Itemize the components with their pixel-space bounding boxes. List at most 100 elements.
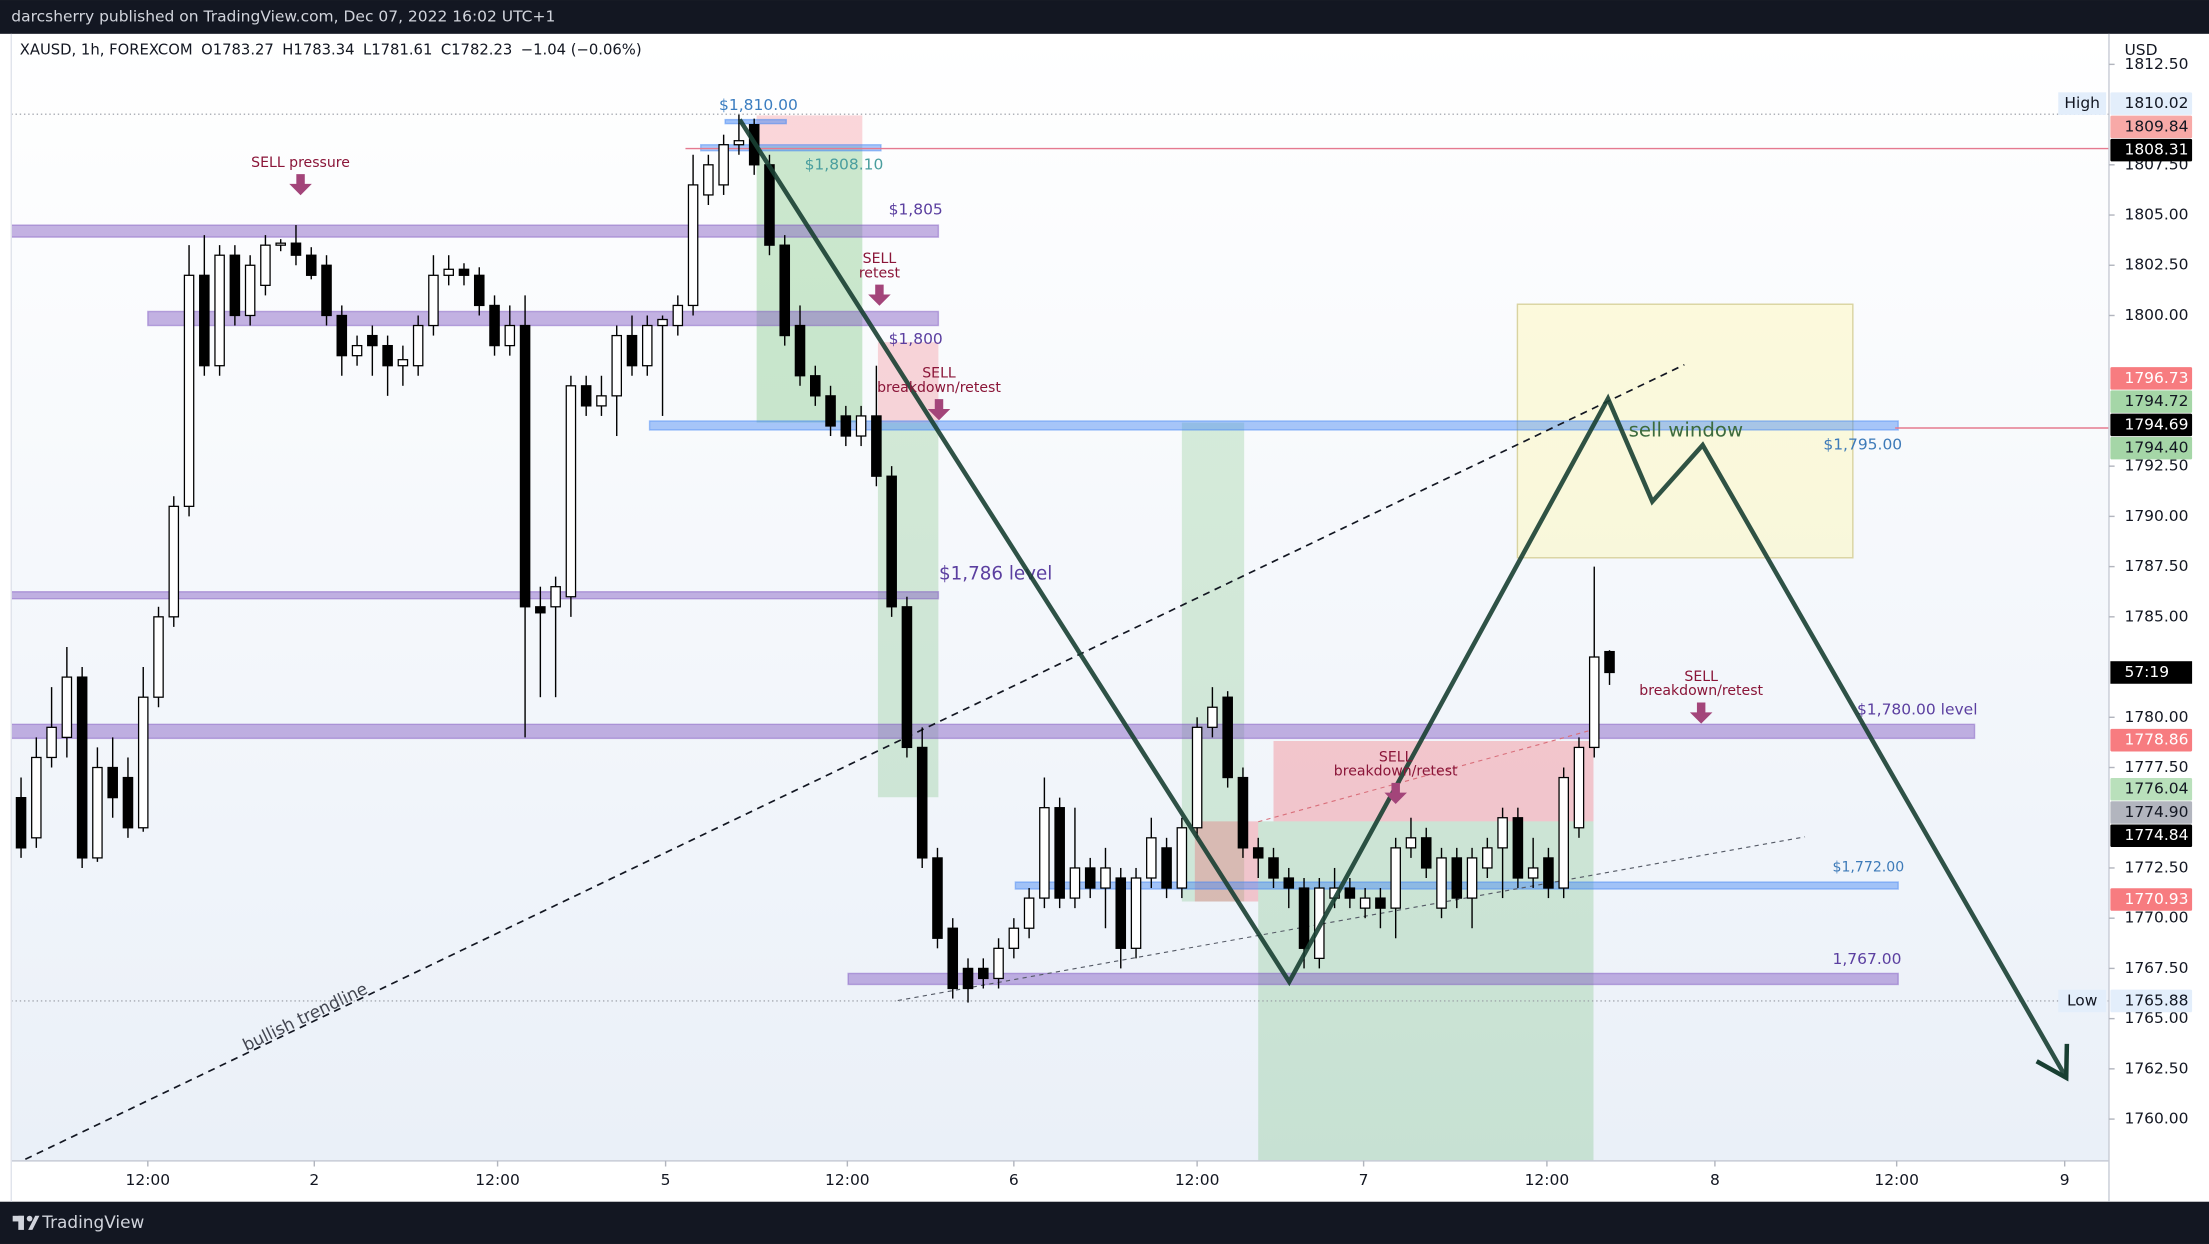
candle-body (153, 616, 164, 698)
candle-body (1252, 847, 1264, 859)
candle-body (550, 586, 561, 608)
candle-body (397, 359, 409, 367)
y-tick-label: 1777.50 (2124, 758, 2188, 776)
y-tick-label: 1792.50 (2124, 457, 2188, 475)
price-badge (2110, 367, 2193, 390)
y-tick-label: 1772.50 (2124, 858, 2188, 876)
annotation-text: breakdown/retest (877, 380, 1001, 396)
candle-body (1482, 847, 1493, 869)
price-badge (2110, 824, 2193, 848)
price-badge (2110, 777, 2193, 801)
drawn-line (1258, 728, 1595, 823)
note-text: sell window (1629, 419, 1743, 442)
annotation-arrow (868, 284, 891, 306)
candle-body (626, 334, 638, 367)
candle-body (92, 766, 103, 859)
countdown-label: 57:19 (2124, 663, 2169, 681)
y-tick-label: 1812.50 (2124, 55, 2188, 73)
price-badge (2110, 801, 2193, 824)
candle-body (1008, 927, 1020, 949)
candle-body (428, 274, 439, 327)
x-tick-label: 9 (2060, 1171, 2070, 1189)
x-tick-label: 8 (1710, 1171, 1720, 1189)
candle-body (1054, 807, 1065, 899)
price-badge (2110, 436, 2193, 460)
candle-body (458, 268, 470, 276)
candle-body (367, 334, 378, 347)
candle-body (489, 304, 500, 347)
candle-body (107, 766, 118, 799)
candle-body (1466, 857, 1478, 899)
candle-body (321, 264, 332, 317)
price-tag-box (2058, 92, 2107, 115)
symbol-part: L1781.61 (363, 42, 432, 59)
x-tick-label: 12:00 (1175, 1171, 1220, 1189)
candle-body (672, 304, 684, 327)
level-zone (847, 972, 1899, 986)
y-tick-label: 1785.00 (2124, 607, 2188, 625)
candle-body (290, 242, 302, 256)
drawn-line (24, 363, 1685, 1161)
level-zone (11, 591, 940, 600)
y-tick-label: 1790.00 (2124, 507, 2188, 525)
level-zone (724, 118, 787, 125)
footer-brand: TradingView (41, 1212, 144, 1232)
candle-body (1375, 897, 1386, 909)
price-badge-label: 1765.88 (2124, 991, 2188, 1009)
price-badge-label: 1810.02 (2124, 94, 2188, 112)
price-badge-label: 1796.73 (2124, 369, 2188, 387)
candle-body (1390, 847, 1401, 909)
price-badge-label: 1774.84 (2124, 826, 2188, 844)
candle-body (855, 415, 867, 437)
level-label: $1,795.00 (1823, 436, 1902, 454)
candle-body (580, 385, 592, 407)
level-zone (11, 224, 940, 238)
candle-body (1176, 827, 1188, 889)
annotation-text: SELL pressure (251, 155, 350, 171)
symbol-part: XAUSD, 1h, FOREXCOM (20, 42, 193, 59)
candle-body (1100, 867, 1111, 889)
candle-body (15, 797, 27, 849)
currency-label: USD (2124, 41, 2157, 59)
y-tick-label: 1800.00 (2124, 306, 2188, 324)
candle-body (1161, 847, 1172, 889)
price-badge-label: 1774.90 (2124, 803, 2188, 821)
candle-body (687, 184, 699, 307)
candle-body (1527, 867, 1539, 879)
candle-body (1023, 897, 1035, 929)
annotation-arrow (1384, 782, 1407, 804)
candle-body (932, 857, 943, 939)
candle-body (1451, 857, 1463, 899)
candle-body (810, 375, 821, 397)
level-zone (648, 420, 1899, 431)
price-badge-label: 1776.04 (2124, 780, 2188, 798)
y-tick-label: 1770.00 (2124, 909, 2188, 927)
level-zone (147, 310, 940, 327)
price-badge (2110, 888, 2193, 911)
candle-body (1146, 837, 1157, 879)
price-badge (2110, 413, 2193, 437)
candle-body (535, 606, 546, 614)
candle-body (1283, 877, 1295, 889)
candle-body (901, 606, 913, 749)
y-tick-label: 1762.50 (2124, 1059, 2188, 1077)
candle-body (1298, 887, 1310, 949)
candle-body (1344, 887, 1356, 899)
candle-body (1420, 837, 1432, 869)
candle-body (1497, 817, 1508, 849)
candle-body (229, 254, 241, 317)
candle-body (794, 324, 806, 377)
level-zone (700, 144, 882, 152)
price-badge (2110, 92, 2193, 115)
candle-body (137, 696, 149, 829)
candle-body (1222, 696, 1233, 779)
candle-body (1115, 877, 1127, 949)
y-tick-label: 1787.50 (2124, 557, 2188, 575)
candle-body (779, 244, 791, 337)
level-label: $1,810.00 (719, 96, 798, 114)
annotation-text: breakdown/retest (1639, 683, 1763, 699)
candle-body (183, 274, 195, 507)
candle-body (1543, 857, 1554, 889)
y-tick-label: 1802.50 (2124, 256, 2188, 274)
candle-body (840, 415, 852, 437)
